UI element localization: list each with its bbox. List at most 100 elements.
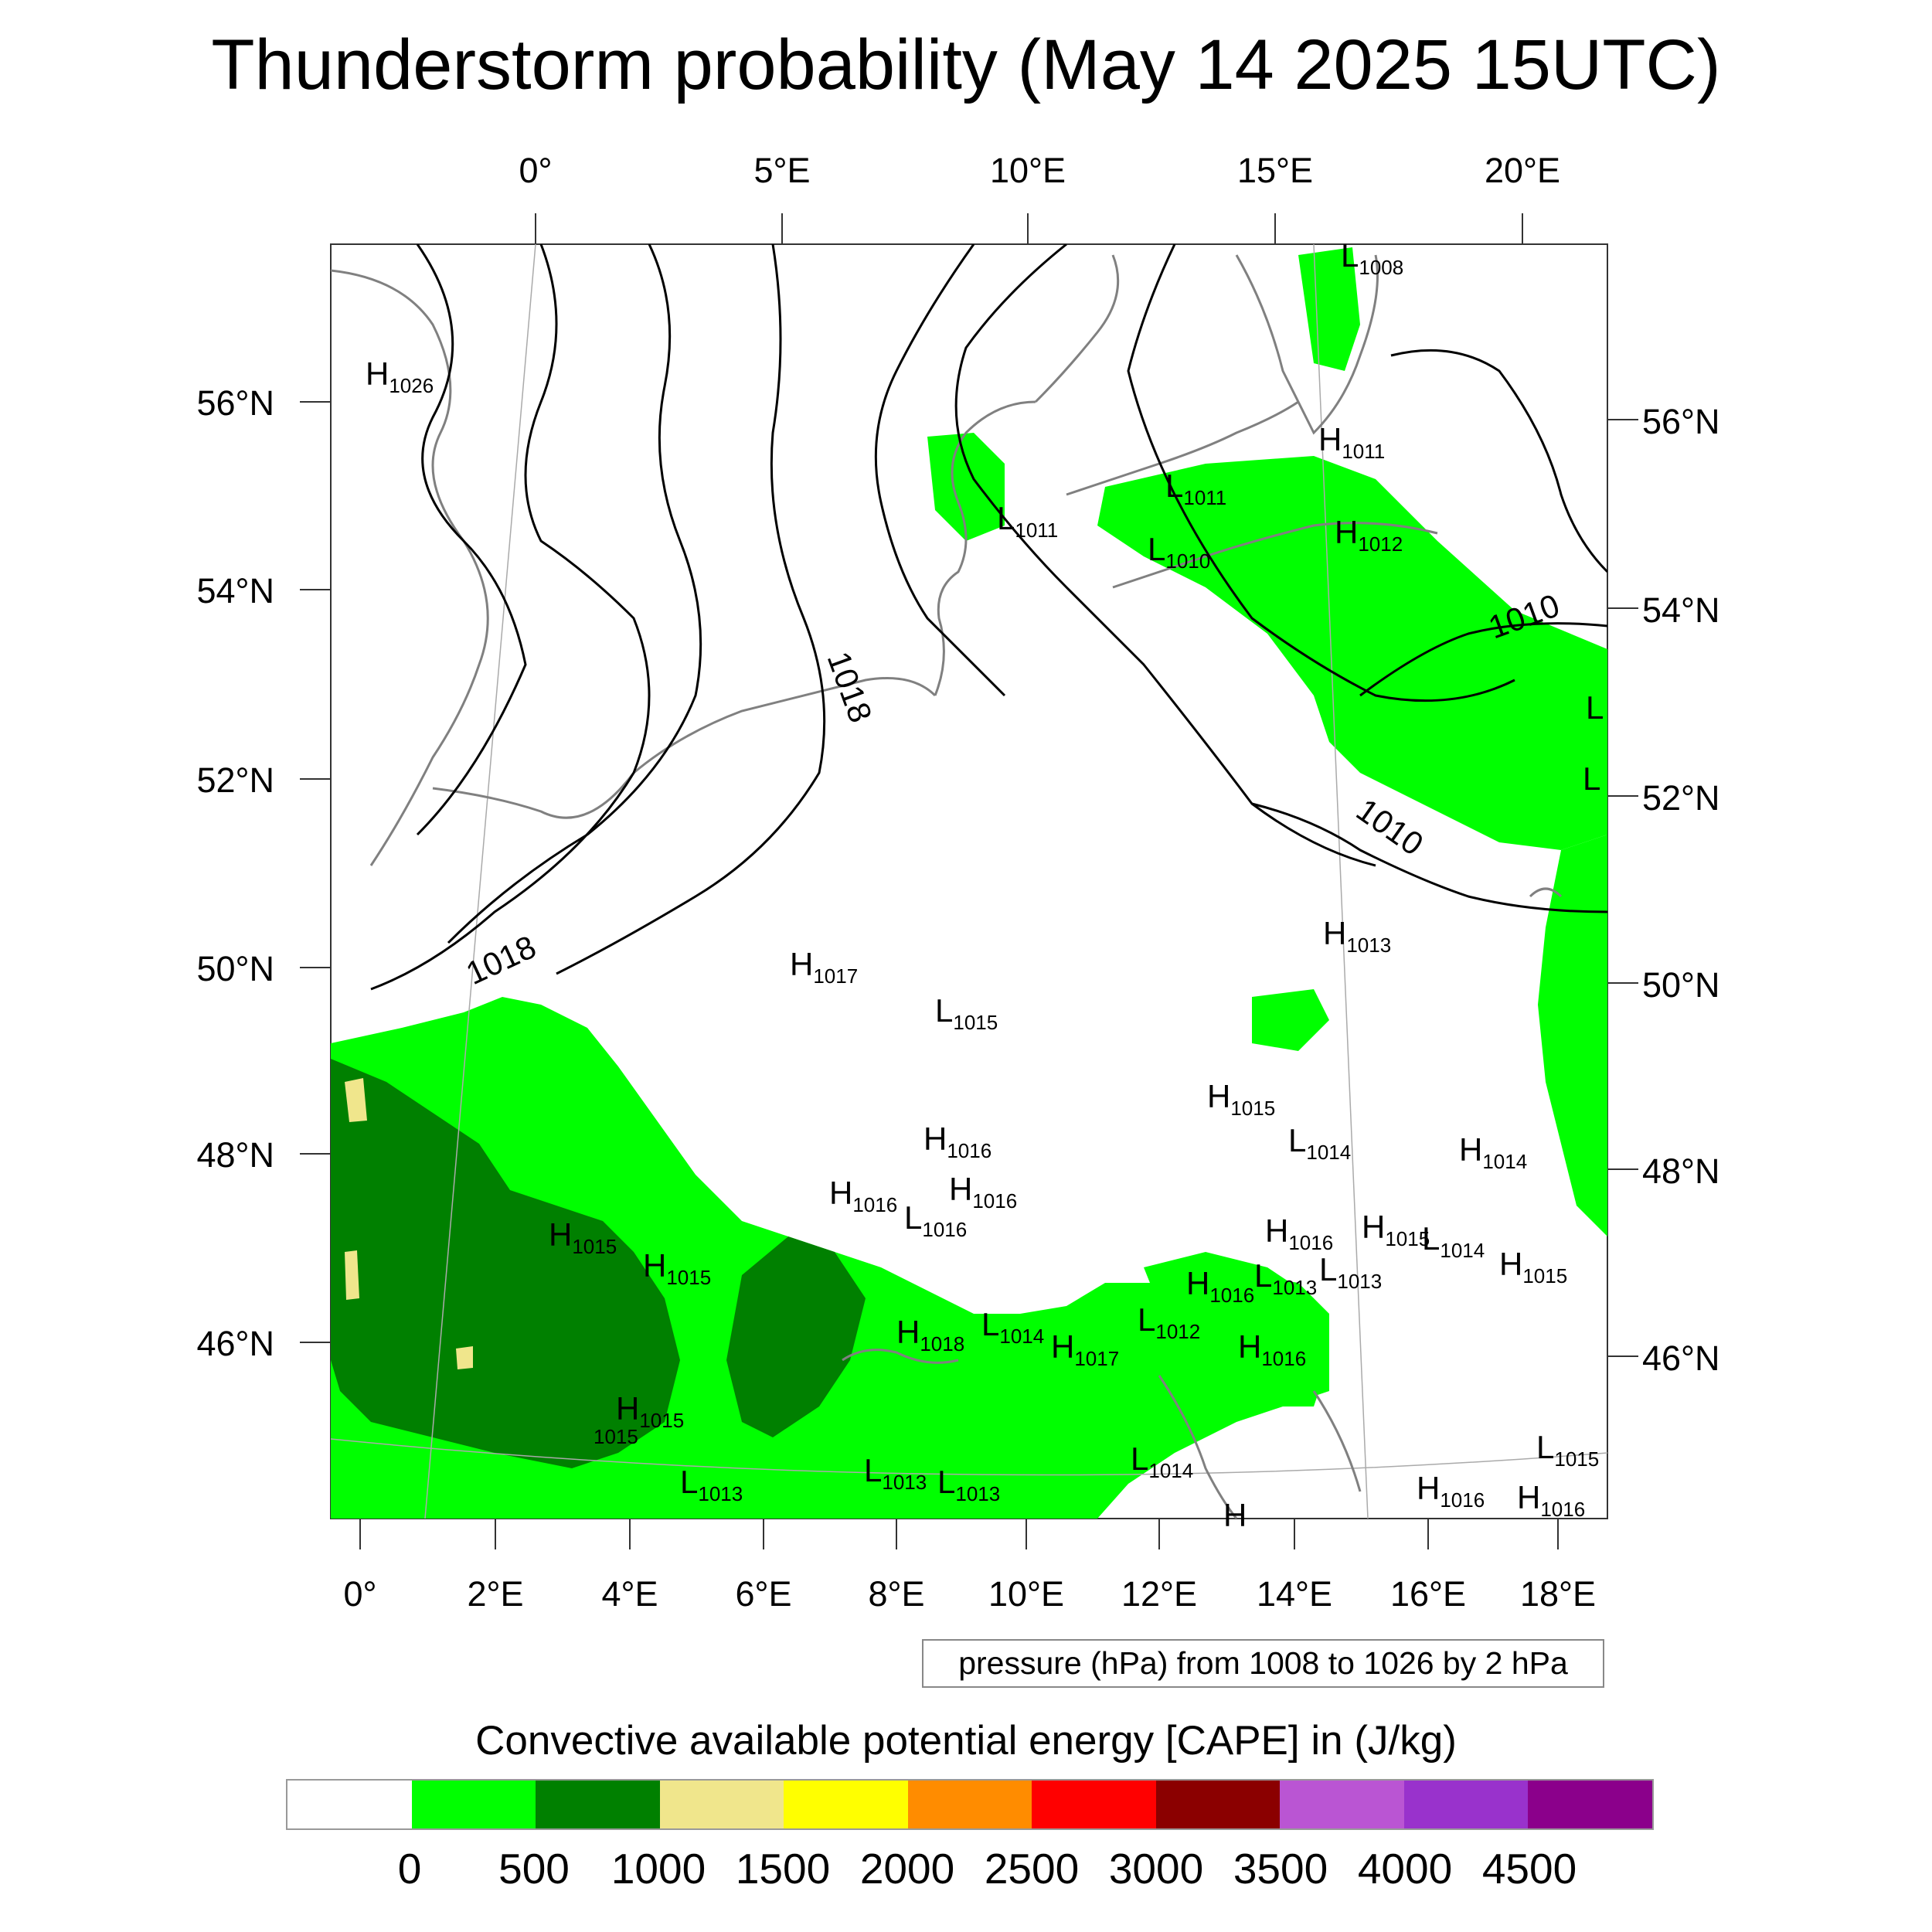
pressure-center-label: L1008	[1341, 237, 1403, 279]
pressure-center-label: H1011	[1318, 421, 1385, 463]
isobars	[370, 244, 1607, 991]
cape-khaki-2	[345, 1250, 359, 1300]
colorbar-box	[1528, 1781, 1653, 1828]
edge-label: H	[1223, 1497, 1247, 1533]
cape-region-central	[1252, 989, 1329, 1051]
cape-shading	[331, 247, 1607, 1519]
colorbar-box	[784, 1781, 908, 1828]
colorbar-box	[1403, 1781, 1529, 1828]
left-axis: 56°N 54°N 52°N 50°N 48°N 46°N	[196, 383, 331, 1363]
pressure-center-label: H1017	[790, 946, 858, 988]
top-lon-label: 10°E	[990, 151, 1066, 190]
bottom-lon-label: 6°E	[735, 1574, 791, 1614]
top-lon-label: 5°E	[753, 151, 810, 190]
right-lat-label: 50°N	[1642, 965, 1720, 1005]
cape-region-alps-dark	[726, 1236, 866, 1437]
bottom-lon-label: 12°E	[1121, 1574, 1197, 1614]
colorbar-box	[411, 1781, 536, 1828]
bottom-lon-label: 8°E	[868, 1574, 924, 1614]
colorbar-tick-label: 2500	[984, 1845, 1080, 1893]
pressure-center-label: H1015	[1362, 1209, 1430, 1250]
pressure-center-label: H1012	[1335, 514, 1403, 556]
pressure-center-label: H1016	[829, 1175, 897, 1216]
pressure-center-label: H1017	[1051, 1328, 1119, 1370]
colorbar-tick-label: 4000	[1357, 1845, 1453, 1893]
colorbar-title: Convective available potential energy [C…	[475, 1718, 1457, 1764]
bottom-lon-label: 10°E	[988, 1574, 1064, 1614]
left-lat-label: 52°N	[196, 760, 274, 800]
pressure-center-label: L1010	[1148, 531, 1210, 573]
top-lon-label: 0°	[519, 151, 552, 190]
cape-region-poland	[1097, 456, 1607, 850]
bottom-lon-label: 18°E	[1520, 1574, 1596, 1614]
colorbar-box	[659, 1781, 784, 1828]
colorbar	[286, 1779, 1654, 1830]
top-axis: 0° 5°E 10°E 15°E 20°E	[519, 151, 1560, 244]
colorbar-tick-label: 2000	[859, 1845, 955, 1893]
colorbar-box	[907, 1781, 1032, 1828]
graticule	[331, 244, 1607, 1519]
pressure-center-label: H1015	[549, 1216, 617, 1258]
pressure-center-label: H1026	[366, 355, 434, 397]
pressure-center-label: L1014	[981, 1306, 1044, 1348]
left-lat-label: 54°N	[196, 571, 274, 611]
colorbar-box	[1032, 1781, 1156, 1828]
right-lat-label: 54°N	[1642, 590, 1720, 630]
pressure-center-label: H1016	[1186, 1265, 1254, 1307]
cape-region-east	[1538, 835, 1607, 1236]
colorbar-box	[1155, 1781, 1281, 1828]
pressure-centers: H1026 L1008 H1011 L1011 L1011 L1010 H101…	[366, 237, 1604, 1533]
pressure-center-label: H1016	[923, 1121, 992, 1162]
bottom-lon-label: 14°E	[1257, 1574, 1332, 1614]
pressure-center-label: L1011	[1165, 468, 1226, 509]
cape-region-southeast	[1144, 1252, 1329, 1406]
colorbar-tick-label: 500	[498, 1845, 570, 1893]
pressure-center-label: H1016	[1417, 1470, 1485, 1512]
pressure-center-label: H1016	[949, 1171, 1017, 1213]
bottom-lon-label: 2°E	[467, 1574, 523, 1614]
pressure-center-label: L1013	[680, 1464, 743, 1505]
pressure-center-label: L1013	[1319, 1251, 1382, 1293]
right-lat-label: 48°N	[1642, 1151, 1720, 1191]
pressure-center-label: L1013	[864, 1452, 927, 1494]
cape-region-west-dark	[331, 1059, 680, 1468]
pressure-center-label: L1011	[997, 500, 1058, 542]
left-lat-label: 46°N	[196, 1324, 274, 1363]
edge-label: L	[1586, 689, 1604, 726]
cape-region-baltic	[927, 433, 1005, 541]
cape-khaki-1	[345, 1078, 367, 1122]
colorbar-tick-label: 3500	[1233, 1845, 1328, 1893]
colorbar-tick-label: 0	[397, 1845, 422, 1893]
map-title: Thunderstorm probability (May 14 2025 15…	[211, 26, 1721, 104]
left-lat-label: 56°N	[196, 383, 274, 423]
pressure-center-label: H1015	[1499, 1246, 1567, 1287]
left-lat-label: 50°N	[196, 949, 274, 988]
pressure-center-label: H1014	[1459, 1131, 1527, 1173]
colorbar-tick-label: 1000	[611, 1845, 706, 1893]
colorbar-tick-label: 1500	[735, 1845, 831, 1893]
colorbar-box	[1280, 1781, 1404, 1828]
pressure-center-label: H1016	[1265, 1213, 1333, 1254]
pressure-info-box: pressure (hPa) from 1008 to 1026 by 2 hP…	[922, 1639, 1604, 1688]
colorbar-tick-label: 4500	[1481, 1845, 1577, 1893]
pressure-center-label: L1014	[1422, 1220, 1485, 1262]
pressure-center-label: L1014	[1131, 1440, 1193, 1482]
pressure-center-label: L1013	[1254, 1257, 1317, 1299]
colorbar-box	[287, 1781, 412, 1828]
right-lat-label: 52°N	[1642, 778, 1720, 818]
cape-khaki-3	[456, 1346, 473, 1369]
right-lat-label: 56°N	[1642, 402, 1720, 441]
bottom-axis: 0° 2°E 4°E 6°E 8°E 10°E 12°E 14°E 16°E 1…	[343, 1519, 1596, 1614]
bottom-lon-label: 4°E	[601, 1574, 658, 1614]
top-lon-label: 20°E	[1485, 151, 1560, 190]
pressure-center-label: H1018	[896, 1314, 964, 1355]
pressure-center-label: L1013	[937, 1464, 1000, 1505]
pressure-center-label: H1016	[1238, 1328, 1306, 1370]
top-lon-label: 15°E	[1237, 151, 1313, 190]
pressure-center-label: L1012	[1138, 1301, 1200, 1343]
pressure-center-label: H1015	[643, 1247, 711, 1289]
cape-region-sweden	[1298, 247, 1360, 371]
colorbar-box	[536, 1781, 660, 1828]
pressure-center-label: L1016	[904, 1199, 967, 1241]
